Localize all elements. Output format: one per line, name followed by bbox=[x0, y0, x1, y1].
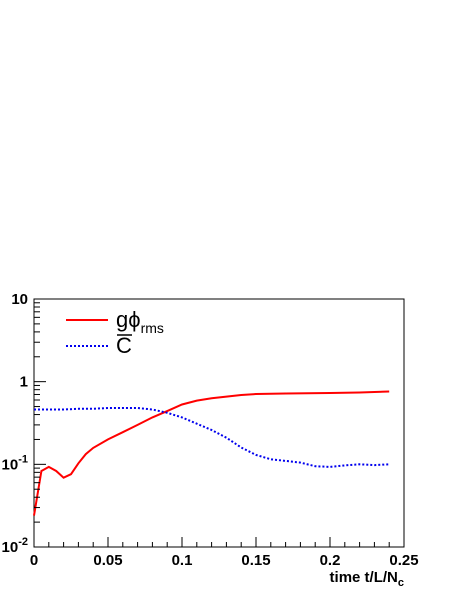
y-tick-label: 1 bbox=[20, 374, 28, 391]
x-tick-label: 0.1 bbox=[172, 552, 193, 569]
y-axis: 10-2 10-1 1 10 bbox=[2, 291, 46, 556]
x-tick-label: 0 bbox=[30, 552, 38, 569]
series-layer bbox=[33, 390, 390, 516]
y-tick-label: 10-1 bbox=[2, 453, 28, 473]
series-line-0 bbox=[33, 390, 390, 516]
y-tick-label: 10 bbox=[11, 291, 28, 308]
legend-label-1: C bbox=[116, 333, 132, 358]
x-tick-label: 0.2 bbox=[320, 552, 341, 569]
x-tick-label: 0.05 bbox=[93, 552, 122, 569]
x-tick-label: 0.25 bbox=[389, 552, 418, 569]
series-line-1 bbox=[34, 407, 390, 468]
y-tick-label: 10-2 bbox=[2, 536, 28, 556]
x-axis-title: time t/L/Nc bbox=[330, 569, 404, 589]
legend-label-0: gϕrms bbox=[116, 307, 164, 336]
x-tick-label: 0.15 bbox=[241, 552, 270, 569]
plot-frame bbox=[33, 298, 405, 548]
x-axis: 0 0.05 0.1 0.15 0.2 0.25 bbox=[30, 537, 419, 569]
